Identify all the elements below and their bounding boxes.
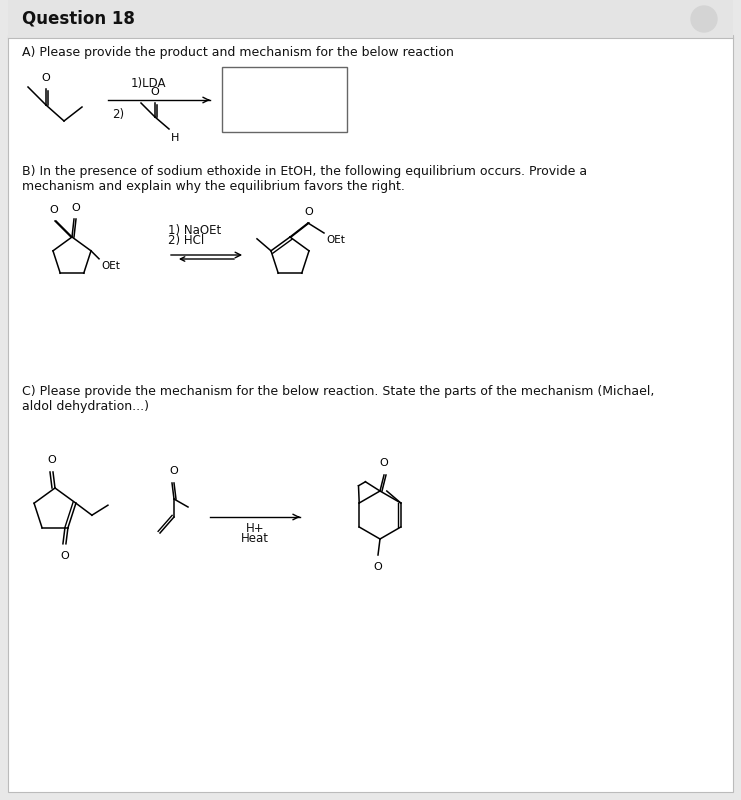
Text: OEt: OEt [326,235,345,245]
Circle shape [691,6,717,32]
Text: O: O [41,73,50,83]
Text: O: O [50,205,59,215]
Text: O: O [373,562,382,572]
Text: O: O [61,550,70,561]
Bar [8,0,733,38]
Text: H: H [171,133,179,143]
Text: 1) NaOEt: 1) NaOEt [168,224,222,237]
Text: O: O [170,466,179,476]
Text: A) Please provide the product and mechanism for the below reaction: A) Please provide the product and mechan… [22,46,454,59]
Text: Heat: Heat [241,532,269,545]
Text: O: O [150,87,159,97]
Text: 1)LDA: 1)LDA [130,77,166,90]
Text: O: O [47,455,56,465]
Bar [222,67,347,132]
Text: O: O [305,207,313,217]
Text: C) Please provide the mechanism for the below reaction. State the parts of the m: C) Please provide the mechanism for the … [22,385,654,413]
Text: B) In the presence of sodium ethoxide in EtOH, the following equilibrium occurs.: B) In the presence of sodium ethoxide in… [22,165,587,193]
Text: OEt: OEt [101,261,120,271]
Text: 2) HCl: 2) HCl [168,234,205,247]
Text: H+: H+ [246,522,265,535]
Text: Question 18: Question 18 [22,10,135,28]
Text: 2): 2) [112,108,124,121]
Text: O: O [379,458,388,468]
Text: O: O [72,203,80,213]
